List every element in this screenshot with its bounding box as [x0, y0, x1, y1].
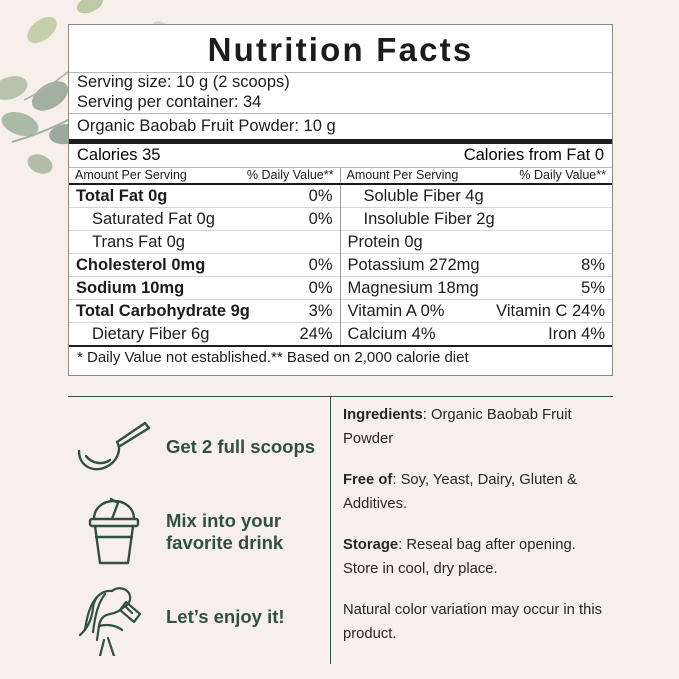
footnote: * Daily Value not established.** Based o…: [69, 345, 612, 368]
nutrient-label: Total Fat 0g: [76, 186, 168, 205]
header-daily-value-left: % Daily Value**: [246, 168, 334, 182]
info-paragraph-body: : Organic Baobab Fruit Powder: [343, 407, 572, 447]
scoop-icon: [72, 418, 156, 476]
drink-cup-icon: [72, 497, 156, 567]
nutrient-row: Calcium 4% Iron 4%: [340, 322, 612, 345]
nutrient-label: Dietary Fiber 6g: [92, 324, 210, 343]
nutrient-row: Potassium 272mg 8%: [340, 253, 612, 276]
person-drinking-icon: [72, 578, 156, 656]
page-title: Nutrition Facts: [207, 31, 474, 68]
nutrient-label: Insoluble Fiber 2g: [363, 209, 495, 228]
usage-instructions: Get 2 full scoops Mix into your favorite…: [72, 404, 324, 659]
nutrient-value: 24%: [299, 324, 333, 343]
nutrient-label: Protein 0g: [347, 232, 423, 251]
info-paragraph: Ingredients: Organic Baobab Fruit Powder: [343, 404, 615, 452]
info-paragraph: Natural color variation may occur in thi…: [343, 599, 615, 647]
calories-from-fat-value: Calories from Fat 0: [463, 146, 604, 164]
nutrient-value: 0%: [308, 209, 333, 228]
nutrient-row: Total Fat 0g 0%: [69, 185, 340, 207]
nutrient-value: 0%: [308, 186, 333, 205]
nutrient-value: 0%: [308, 255, 333, 274]
nutrient-label: Trans Fat 0g: [92, 232, 185, 251]
nutrient-row: Insoluble Fiber 2g: [340, 207, 612, 230]
usage-step: Get 2 full scoops: [72, 404, 324, 489]
usage-step: Let’s enjoy it!: [72, 574, 324, 659]
header-daily-value-right: % Daily Value**: [519, 168, 606, 182]
nutrient-label: Saturated Fat 0g: [92, 209, 215, 228]
nutrient-column-right: Soluble Fiber 4g Insoluble Fiber 2g Protei…: [340, 185, 613, 345]
ingredient-amount-line: Organic Baobab Fruit Powder: 10 g: [77, 117, 336, 135]
calories-row: Calories 35 Calories from Fat 0: [69, 144, 612, 167]
nutrient-value: 5%: [581, 278, 605, 297]
nutrient-value: 0%: [308, 278, 333, 297]
nutrient-row: Saturated Fat 0g 0%: [69, 207, 340, 230]
nutrition-facts-panel: Nutrition Facts Serving size: 10 g (2 sc…: [68, 24, 613, 376]
nutrient-value: 3%: [308, 301, 333, 320]
product-info-panel: Ingredients: Organic Baobab Fruit Powder…: [343, 404, 615, 664]
info-paragraph-body: Natural color variation may occur in thi…: [343, 601, 603, 642]
nutrient-label: Potassium 272mg: [347, 255, 480, 274]
nutrient-label: Calcium 4%: [347, 324, 436, 343]
info-paragraph: Free of: Soy, Yeast, Dairy, Gluten & Add…: [343, 469, 615, 517]
info-paragraph-body: : Soy, Yeast, Dairy, Gluten & Additives.: [343, 471, 577, 512]
nutrient-column-left: Total Fat 0g 0% Saturated Fat 0g 0% Trans Fa…: [69, 185, 341, 345]
column-headers: Amount Per Serving % Daily Value** Amoun…: [69, 168, 612, 183]
usage-step-label: Get 2 full scoops: [166, 435, 316, 457]
nutrient-row: Soluble Fiber 4g: [341, 185, 613, 207]
serving-size-line: Serving size: 10 g (2 scoops): [77, 73, 290, 91]
nutrient-row: Protein 0g: [340, 230, 612, 253]
nutrient-label: Cholesterol 0mg: [76, 255, 206, 274]
info-paragraph-heading: Free of: [343, 471, 393, 488]
nutrient-row: Dietary Fiber 6g 24%: [69, 322, 340, 345]
nutrient-row: Vitamin A 0% Vitamin C 24%: [340, 299, 612, 322]
nutrient-label: Soluble Fiber 4g: [363, 186, 484, 205]
header-amount-per-serving-left: Amount Per Serving: [75, 168, 187, 182]
info-paragraph: Storage: Reseal bag after opening. Store…: [343, 534, 615, 582]
nutrient-label: Vitamin A 0%: [347, 301, 445, 320]
header-amount-per-serving-right: Amount Per Serving: [346, 168, 459, 182]
info-paragraph-heading: Ingredients: [343, 407, 423, 423]
nutrient-row: Magnesium 18mg 5%: [340, 276, 612, 299]
lower-section-divider-vertical: [330, 396, 331, 664]
calories-value: Calories 35: [77, 146, 161, 164]
servings-per-container-line: Serving per container: 34: [77, 93, 262, 111]
nutrient-row: Sodium 10mg 0%: [69, 276, 340, 299]
nutrient-label: Magnesium 18mg: [347, 278, 479, 297]
nutrient-row: Total Carbohydrate 9g 3%: [69, 299, 340, 322]
lower-section-divider-horizontal: [68, 396, 613, 397]
nutrient-value: Iron 4%: [548, 324, 605, 343]
nutrient-row: Cholesterol 0mg 0%: [69, 253, 340, 276]
usage-step-label: Let’s enjoy it!: [166, 605, 285, 627]
nutrient-label: Total Carbohydrate 9g: [76, 301, 250, 320]
nutrient-value: 8%: [581, 255, 605, 274]
info-paragraph-body: : Reseal bag after opening. Store in coo…: [343, 536, 576, 577]
usage-step: Mix into your favorite drink: [72, 489, 324, 574]
nutrient-row: Trans Fat 0g: [69, 230, 340, 253]
usage-step-label: Mix into your favorite drink: [166, 509, 284, 553]
info-paragraph-heading: Storage: [343, 536, 399, 553]
nutrient-label: Sodium 10mg: [76, 278, 185, 297]
nutrient-value: Vitamin C 24%: [496, 301, 605, 320]
